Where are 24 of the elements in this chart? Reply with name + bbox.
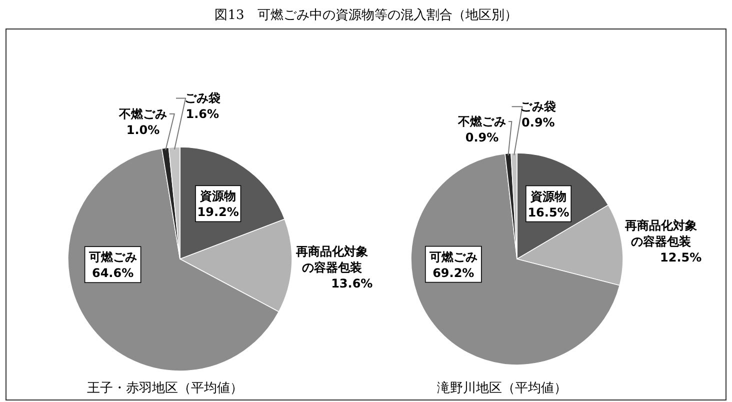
data-label: 0.9%: [522, 116, 555, 130]
data-label: 0.9%: [465, 130, 499, 144]
data-label: 19.2%: [197, 205, 239, 220]
slice-label: 不燃ごみ: [457, 114, 506, 128]
data-label: 16.5%: [528, 205, 570, 220]
data-label: 12.5%: [660, 250, 702, 264]
text: 王子・赤羽地区（平均値）: [87, 381, 243, 396]
slice-label: 再商品化対象の容器包装: [294, 244, 368, 274]
data-label: 13.6%: [331, 276, 373, 290]
data-label: 1.6%: [186, 107, 220, 122]
data-label: 69.2%: [432, 266, 474, 280]
slice-label: ごみ袋: [520, 100, 556, 114]
slice-label: ごみ袋: [184, 91, 220, 106]
chart-title: 図13 可燃ごみ中の資源物等の混入割合（地区別）: [214, 8, 518, 23]
slice-label: 資源物: [199, 189, 236, 204]
text: 滝野川地区（平均値）: [437, 381, 567, 396]
slice-label: 資源物: [530, 189, 567, 204]
slice-label: 可燃ごみ: [428, 250, 478, 264]
pie-slice: [410, 153, 620, 366]
slice-label: 可燃ごみ: [88, 250, 137, 264]
data-label: 1.0%: [126, 122, 160, 137]
data-label: 64.6%: [92, 266, 134, 280]
slice-label: 再商品化対象の容器包装: [624, 218, 697, 248]
slice-label: 不燃ごみ: [118, 106, 168, 121]
